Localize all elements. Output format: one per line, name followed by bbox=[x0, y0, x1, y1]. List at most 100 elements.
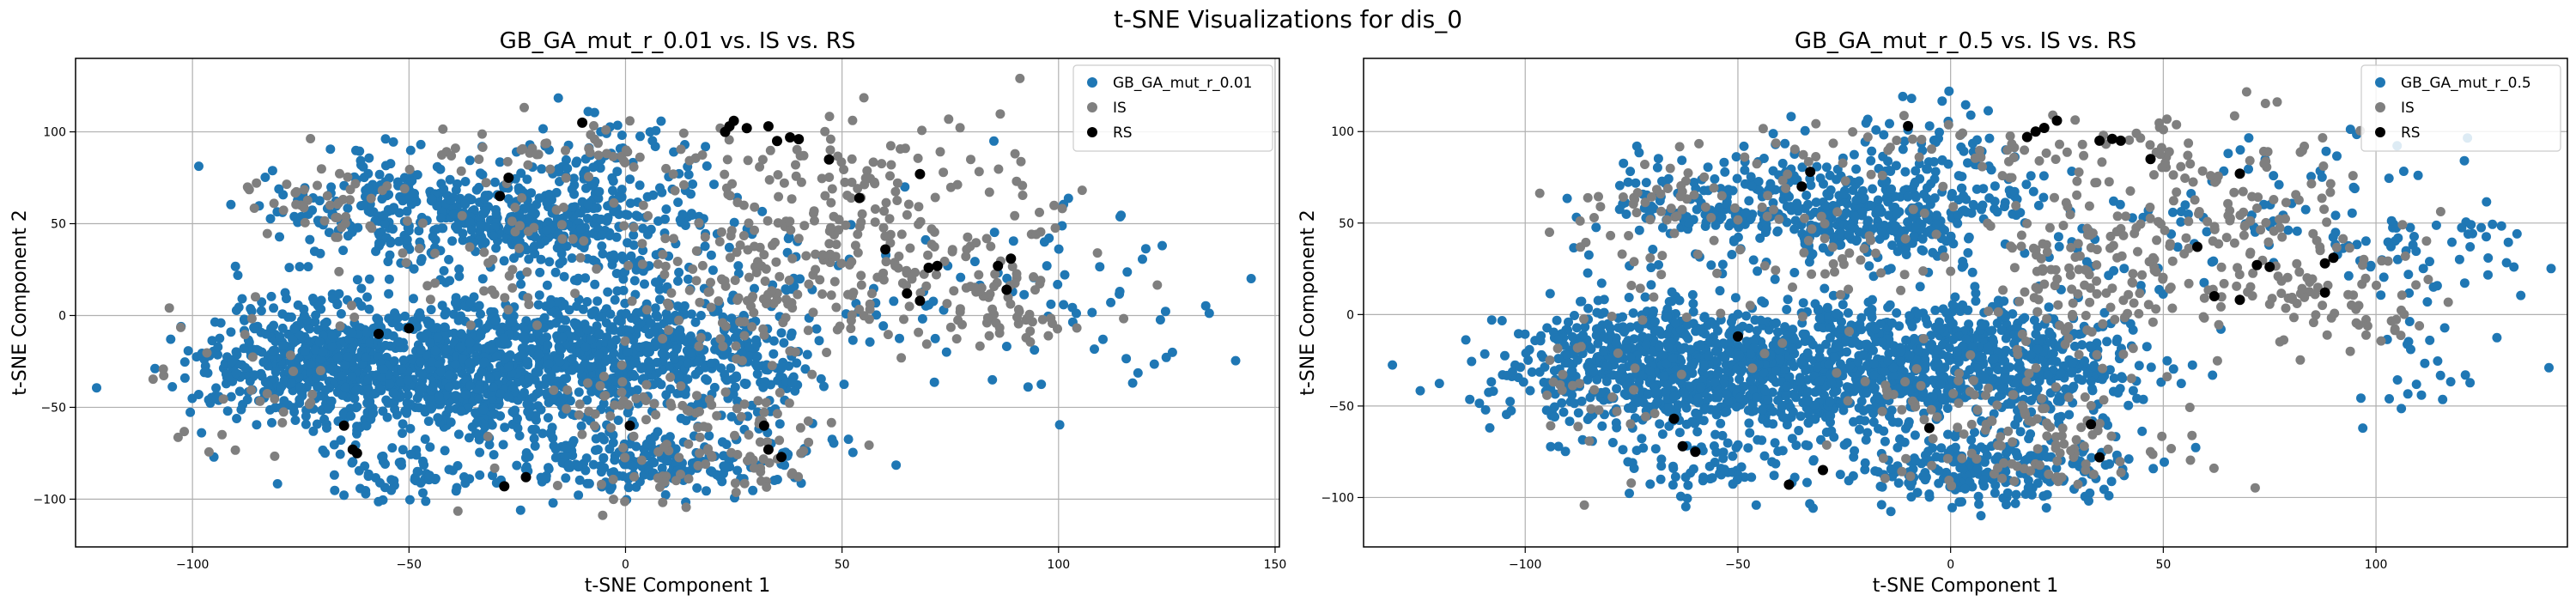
data-point-is bbox=[884, 214, 895, 224]
data-point-gb-ga-mut-r-0-01 bbox=[1001, 342, 1012, 351]
data-point-is bbox=[990, 269, 1000, 279]
data-point-is bbox=[981, 234, 992, 244]
data-point-gb-ga-mut-r-0-01 bbox=[402, 398, 412, 408]
data-point-is bbox=[795, 422, 805, 433]
data-point-is bbox=[870, 204, 880, 214]
data-point-gb-ga-mut-r-0-01 bbox=[568, 203, 577, 212]
data-point-gb-ga-mut-r-0-01 bbox=[327, 342, 337, 352]
data-point-is bbox=[477, 129, 487, 139]
data-point-gb-ga-mut-r-0-01 bbox=[609, 250, 619, 260]
data-point-gb-ga-mut-r-0-5 bbox=[1829, 432, 1839, 442]
data-point-gb-ga-mut-r-0-01 bbox=[228, 356, 238, 367]
data-point-is bbox=[651, 410, 661, 420]
data-point-rs bbox=[762, 121, 774, 132]
data-point-gb-ga-mut-r-0-01 bbox=[450, 360, 460, 369]
data-point-is bbox=[575, 252, 586, 263]
data-point-is bbox=[251, 292, 260, 302]
data-point-gb-ga-mut-r-0-5 bbox=[1657, 429, 1668, 440]
data-point-is bbox=[720, 387, 731, 398]
data-point-gb-ga-mut-r-0-5 bbox=[1910, 430, 1920, 440]
data-point-is bbox=[179, 427, 190, 437]
data-point-gb-ga-mut-r-0-01 bbox=[1072, 308, 1081, 319]
data-point-is bbox=[829, 276, 840, 287]
data-point-is bbox=[755, 437, 765, 447]
data-point-is bbox=[694, 341, 704, 351]
data-point-gb-ga-mut-r-0-5 bbox=[1814, 376, 1825, 386]
data-point-gb-ga-mut-r-0-01 bbox=[244, 337, 254, 348]
data-point-gb-ga-mut-r-0-01 bbox=[500, 355, 510, 364]
data-point-is bbox=[1050, 223, 1060, 234]
data-point-gb-ga-mut-r-0-01 bbox=[517, 349, 527, 360]
data-point-gb-ga-mut-r-0-5 bbox=[1567, 390, 1577, 400]
data-point-gb-ga-mut-r-0-01 bbox=[708, 265, 718, 276]
data-point-is bbox=[307, 389, 318, 399]
data-point-gb-ga-mut-r-0-01 bbox=[394, 337, 404, 347]
data-point-is bbox=[775, 435, 785, 446]
data-point-gb-ga-mut-r-0-01 bbox=[416, 344, 426, 355]
data-point-is bbox=[1010, 278, 1020, 288]
data-point-gb-ga-mut-r-0-5 bbox=[1745, 428, 1755, 438]
data-point-gb-ga-mut-r-0-01 bbox=[674, 327, 684, 337]
data-point-is bbox=[532, 149, 542, 160]
data-point-gb-ga-mut-r-0-01 bbox=[751, 335, 761, 345]
data-point-gb-ga-mut-r-0-01 bbox=[474, 300, 484, 311]
data-point-gb-ga-mut-r-0-01 bbox=[215, 333, 225, 343]
data-point-gb-ga-mut-r-0-01 bbox=[891, 460, 902, 470]
data-point-gb-ga-mut-r-0-01 bbox=[410, 188, 419, 198]
data-point-gb-ga-mut-r-0-01 bbox=[653, 312, 663, 322]
data-point-is bbox=[914, 327, 924, 337]
data-point-is bbox=[846, 315, 856, 325]
data-point-gb-ga-mut-r-0-01 bbox=[775, 371, 786, 381]
data-point-gb-ga-mut-r-0-5 bbox=[1704, 350, 1714, 361]
data-point-gb-ga-mut-r-0-5 bbox=[2162, 355, 2172, 366]
data-point-gb-ga-mut-r-0-01 bbox=[414, 403, 424, 413]
data-point-is bbox=[404, 164, 415, 174]
data-point-is bbox=[399, 184, 410, 194]
data-point-is bbox=[856, 217, 866, 228]
data-point-is bbox=[774, 191, 784, 202]
data-point-gb-ga-mut-r-0-5 bbox=[1752, 392, 1761, 403]
data-point-gb-ga-mut-r-0-01 bbox=[471, 417, 482, 428]
data-point-gb-ga-mut-r-0-01 bbox=[453, 315, 464, 325]
data-point-gb-ga-mut-r-0-5 bbox=[1843, 308, 1853, 318]
data-point-gb-ga-mut-r-0-01 bbox=[757, 206, 768, 216]
data-point-gb-ga-mut-r-0-01 bbox=[688, 179, 698, 189]
data-point-gb-ga-mut-r-0-5 bbox=[1780, 322, 1790, 332]
data-point-gb-ga-mut-r-0-01 bbox=[460, 177, 471, 186]
data-point-gb-ga-mut-r-0-01 bbox=[310, 317, 320, 327]
data-point-gb-ga-mut-r-0-01 bbox=[878, 321, 889, 331]
data-point-is bbox=[365, 221, 375, 231]
data-point-gb-ga-mut-r-0-01 bbox=[330, 485, 340, 495]
data-point-gb-ga-mut-r-0-01 bbox=[603, 287, 613, 297]
data-point-gb-ga-mut-r-0-5 bbox=[1869, 370, 1880, 380]
data-point-gb-ga-mut-r-0-5 bbox=[1820, 283, 1830, 294]
data-point-gb-ga-mut-r-0-5 bbox=[1809, 400, 1820, 410]
data-point-is bbox=[666, 288, 677, 298]
data-point-gb-ga-mut-r-0-01 bbox=[574, 475, 585, 485]
data-point-gb-ga-mut-r-0-01 bbox=[730, 382, 740, 392]
data-point-gb-ga-mut-r-0-01 bbox=[567, 365, 577, 375]
data-point-is bbox=[761, 398, 771, 408]
data-point-gb-ga-mut-r-0-01 bbox=[605, 309, 616, 319]
data-point-is bbox=[738, 200, 749, 210]
data-point-gb-ga-mut-r-0-01 bbox=[674, 267, 684, 277]
data-point-gb-ga-mut-r-0-01 bbox=[438, 223, 448, 234]
data-point-is bbox=[817, 289, 828, 299]
data-point-gb-ga-mut-r-0-01 bbox=[819, 381, 829, 392]
data-point-is bbox=[732, 354, 742, 364]
data-point-is bbox=[896, 229, 907, 240]
data-point-gb-ga-mut-r-0-01 bbox=[264, 380, 273, 391]
data-point-is bbox=[894, 252, 904, 261]
data-point-is bbox=[659, 442, 669, 452]
data-point-gb-ga-mut-r-0-01 bbox=[693, 356, 703, 367]
data-point-is bbox=[758, 324, 769, 334]
data-point-is bbox=[892, 196, 902, 205]
data-point-gb-ga-mut-r-0-01 bbox=[531, 424, 540, 434]
data-point-gb-ga-mut-r-0-01 bbox=[580, 343, 591, 352]
data-point-is bbox=[704, 287, 714, 297]
data-point-rs bbox=[993, 260, 1004, 271]
data-point-is bbox=[695, 432, 705, 442]
data-point-gb-ga-mut-r-0-01 bbox=[447, 236, 458, 246]
data-point-gb-ga-mut-r-0-5 bbox=[1611, 418, 1621, 428]
data-point-gb-ga-mut-r-0-5 bbox=[1789, 268, 1800, 277]
